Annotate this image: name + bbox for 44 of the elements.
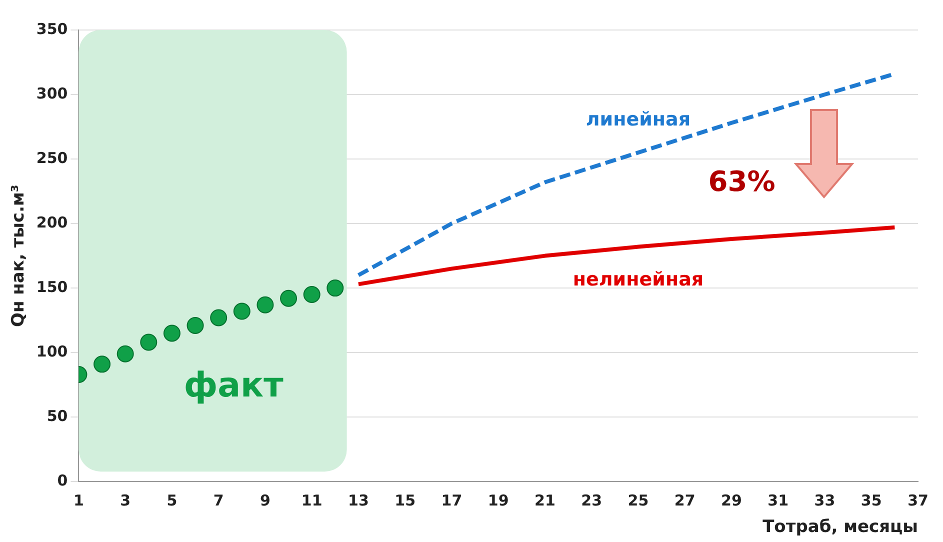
point <box>233 302 250 320</box>
x-tick-label: 35 <box>860 491 882 510</box>
point <box>280 290 298 307</box>
y-tick-label: 0 <box>57 471 68 490</box>
point <box>186 316 204 334</box>
y-axis-title: Qн нак, тыс.м³ <box>8 184 29 327</box>
y-tick-label: 100 <box>36 342 68 360</box>
point <box>140 334 158 351</box>
x-tick-label: 3 <box>120 491 131 510</box>
point <box>303 286 320 304</box>
point <box>256 296 274 314</box>
series-label: линейная <box>586 108 691 131</box>
point <box>94 356 111 373</box>
x-tick-label: 13 <box>348 491 369 510</box>
x-tick-label: 37 <box>908 491 928 510</box>
point <box>210 309 228 326</box>
annotation: 63% <box>708 164 776 198</box>
x-tick-label: 21 <box>534 491 556 510</box>
x-tick-label: 25 <box>628 491 649 510</box>
point <box>163 324 180 342</box>
x-tick-label: 11 <box>301 491 322 510</box>
point <box>116 345 134 362</box>
x-axis-title: Тотраб, месяцы <box>762 517 918 538</box>
y-tick-label: 50 <box>46 406 68 425</box>
x-tick-label: 9 <box>260 491 270 510</box>
y-tick-label: 200 <box>36 213 68 232</box>
x-tick-label: 23 <box>581 491 602 510</box>
y-tick-label: 150 <box>36 278 68 296</box>
x-tick-label: 31 <box>768 491 789 510</box>
y-tick-label: 300 <box>36 84 68 102</box>
x-tick-label: 15 <box>394 491 416 510</box>
x-tick-label: 33 <box>814 491 836 510</box>
point <box>326 280 344 297</box>
x-tick-label: 29 <box>721 491 742 510</box>
x-tick-label: 17 <box>441 491 462 510</box>
x-tick-label: 1 <box>73 491 84 510</box>
x-tick-label: 7 <box>213 491 224 510</box>
x-tick-label: 27 <box>674 491 696 510</box>
y-tick-label: 350 <box>36 20 68 38</box>
y-tick-label: 250 <box>36 148 68 167</box>
x-tick-label: 19 <box>488 491 509 510</box>
x-tick-label: 5 <box>166 491 178 510</box>
series-label: факт <box>184 366 284 406</box>
series-label: нелинейная <box>572 268 704 291</box>
